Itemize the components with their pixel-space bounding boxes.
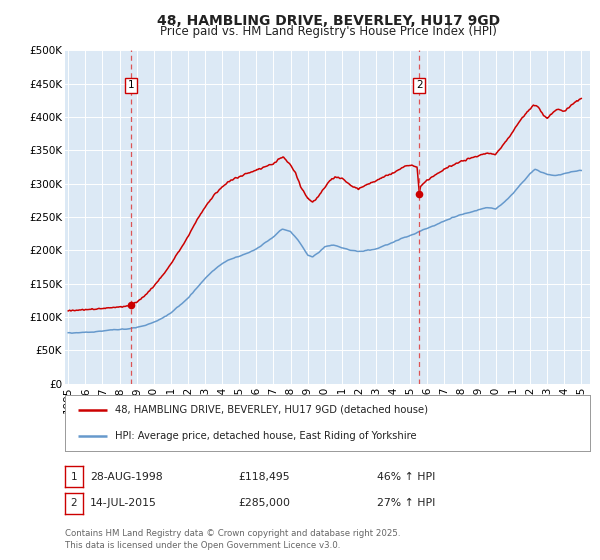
Text: 46% ↑ HPI: 46% ↑ HPI — [377, 472, 435, 482]
Text: 28-AUG-1998: 28-AUG-1998 — [90, 472, 163, 482]
Text: 14-JUL-2015: 14-JUL-2015 — [90, 498, 157, 508]
Text: 48, HAMBLING DRIVE, BEVERLEY, HU17 9GD: 48, HAMBLING DRIVE, BEVERLEY, HU17 9GD — [157, 14, 500, 28]
Text: HPI: Average price, detached house, East Riding of Yorkshire: HPI: Average price, detached house, East… — [115, 431, 416, 441]
Text: £118,495: £118,495 — [239, 472, 290, 482]
Text: £285,000: £285,000 — [239, 498, 291, 508]
Text: Price paid vs. HM Land Registry's House Price Index (HPI): Price paid vs. HM Land Registry's House … — [160, 25, 497, 39]
Text: 27% ↑ HPI: 27% ↑ HPI — [377, 498, 435, 508]
Text: 2: 2 — [70, 498, 77, 508]
Text: 1: 1 — [127, 81, 134, 90]
Text: 48, HAMBLING DRIVE, BEVERLEY, HU17 9GD (detached house): 48, HAMBLING DRIVE, BEVERLEY, HU17 9GD (… — [115, 405, 428, 415]
Text: 1: 1 — [70, 472, 77, 482]
Text: 2: 2 — [416, 81, 422, 90]
Text: Contains HM Land Registry data © Crown copyright and database right 2025.
This d: Contains HM Land Registry data © Crown c… — [65, 529, 400, 550]
